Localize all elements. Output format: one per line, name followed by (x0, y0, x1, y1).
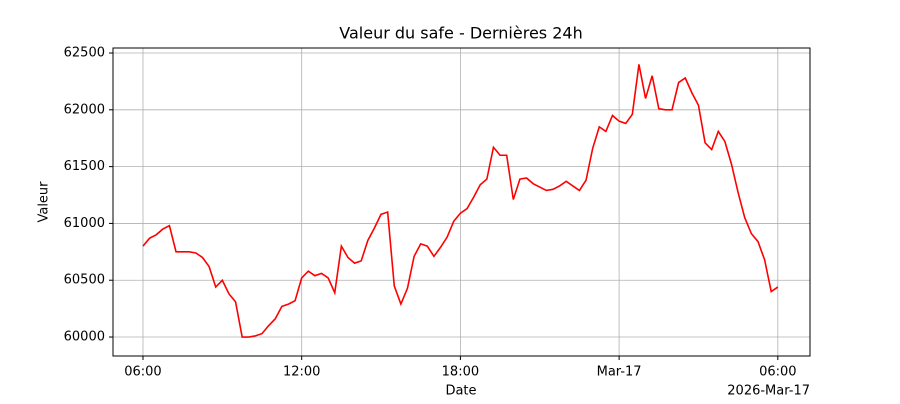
y-tick-label: 60000 (64, 330, 105, 345)
y-tick-label: 62000 (64, 102, 105, 117)
y-tick-label: 62500 (64, 45, 105, 60)
y-tick-label: 61500 (64, 159, 105, 174)
x-axis-label: Date (445, 384, 476, 399)
y-axis-label: Valeur (37, 181, 52, 223)
x-tick-label: 06:00 (759, 365, 796, 380)
x-offset-label: 2026-Mar-17 (727, 384, 810, 399)
y-tick-label: 61000 (64, 216, 105, 231)
x-tick-label: 18:00 (442, 365, 479, 380)
x-tick-label: 12:00 (283, 365, 320, 380)
y-tick-label: 60500 (64, 273, 105, 288)
plot-frame (112, 47, 811, 357)
data-line (142, 64, 779, 338)
chart-title: Valeur du safe - Dernières 24h (339, 24, 582, 43)
x-tick-label: Mar-17 (597, 365, 642, 380)
x-tick-label: 06:00 (124, 365, 161, 380)
